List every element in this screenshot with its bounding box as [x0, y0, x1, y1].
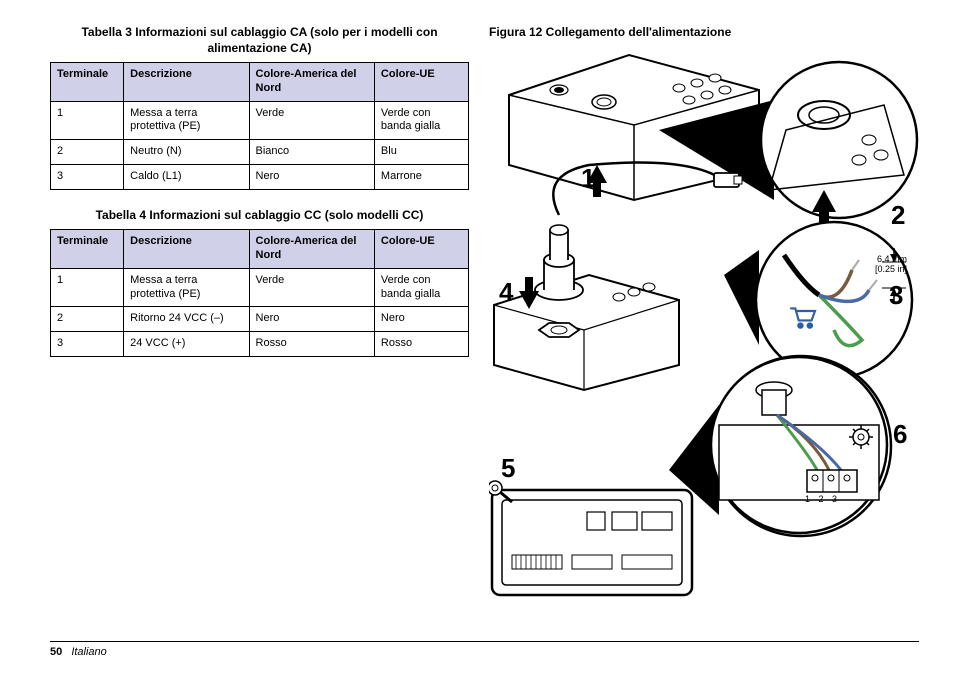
diagram-svg: [489, 45, 919, 605]
t4-h-eu: Colore-UE: [374, 230, 468, 269]
table4: Terminale Descrizione Colore-America del…: [50, 229, 469, 357]
table3-caption: Tabella 3 Informazioni sul cablaggio CA …: [50, 25, 469, 56]
page-number: 50: [50, 646, 62, 658]
table-row: 3 24 VCC (+) Rosso Rosso: [51, 332, 469, 357]
table3: Terminale Descrizione Colore-America del…: [50, 62, 469, 190]
table-row: 1 Messa a terra protettiva (PE) Verde Ve…: [51, 268, 469, 307]
t3-h-na: Colore-America del Nord: [249, 63, 374, 102]
figure12-caption: Figura 12 Collegamento dell'alimentazion…: [489, 25, 919, 39]
t3-h-eu: Colore-UE: [374, 63, 468, 102]
step-2: 2: [891, 200, 905, 231]
table-row: 2 Neutro (N) Bianco Blu: [51, 140, 469, 165]
t3-h-term: Terminale: [51, 63, 124, 102]
page-lang: Italiano: [71, 646, 106, 658]
step-5: 5: [501, 453, 515, 484]
t4-h-term: Terminale: [51, 230, 124, 269]
t3-h-desc: Descrizione: [124, 63, 249, 102]
page-footer: 50 Italiano: [50, 641, 919, 658]
strip-in: [0.25 in]: [875, 265, 907, 275]
table-row: 2 Ritorno 24 VCC (–) Nero Nero: [51, 307, 469, 332]
step-6: 6: [893, 419, 907, 450]
step-1: 1: [581, 163, 595, 194]
terminal-nums: 1 2 3: [805, 495, 840, 505]
cart-icon: [789, 305, 817, 329]
table-row: 1 Messa a terra protettiva (PE) Verde Ve…: [51, 101, 469, 140]
step-4: 4: [499, 277, 513, 308]
figure12-diagram: 1 2 3 4 5 6 6.4 mm [0.25 in] 1 2 3: [489, 45, 919, 605]
table-row: 3 Caldo (L1) Nero Marrone: [51, 164, 469, 189]
t4-h-desc: Descrizione: [124, 230, 249, 269]
table4-caption: Tabella 4 Informazioni sul cablaggio CC …: [50, 208, 469, 224]
t4-h-na: Colore-America del Nord: [249, 230, 374, 269]
step-3: 3: [889, 280, 903, 311]
